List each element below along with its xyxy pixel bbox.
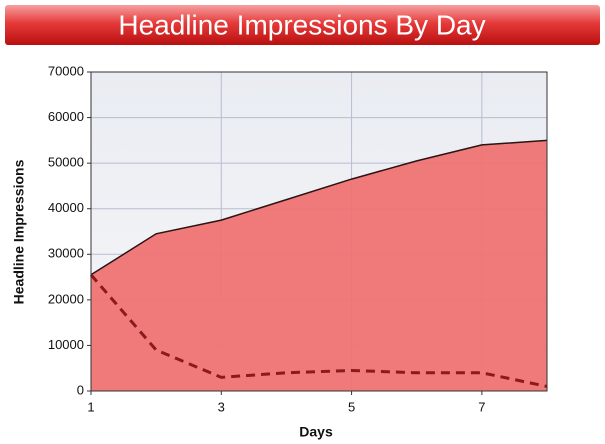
y-tick-label: 40000 [48,200,84,215]
chart-title: Headline Impressions By Day [118,9,485,40]
x-tick-label: 7 [478,399,485,414]
y-tick-label: 0 [77,382,84,397]
y-axis-label: Headline Impressions [11,159,27,304]
y-tick-label: 60000 [48,109,84,124]
x-axis-label: Days [299,424,333,440]
y-tick-label: 50000 [48,155,84,170]
y-tick-label: 20000 [48,291,84,306]
y-tick-label: 70000 [48,63,84,78]
x-tick-label: 5 [348,399,355,414]
title-banner [5,5,600,45]
y-tick-label: 10000 [48,337,84,352]
line [89,273,548,388]
x-tick-label: 1 [87,399,94,414]
x-tick-label: 3 [218,399,225,414]
y-tick-label: 30000 [48,246,84,261]
area [91,140,547,391]
plot-border [90,71,548,392]
line [90,139,548,276]
